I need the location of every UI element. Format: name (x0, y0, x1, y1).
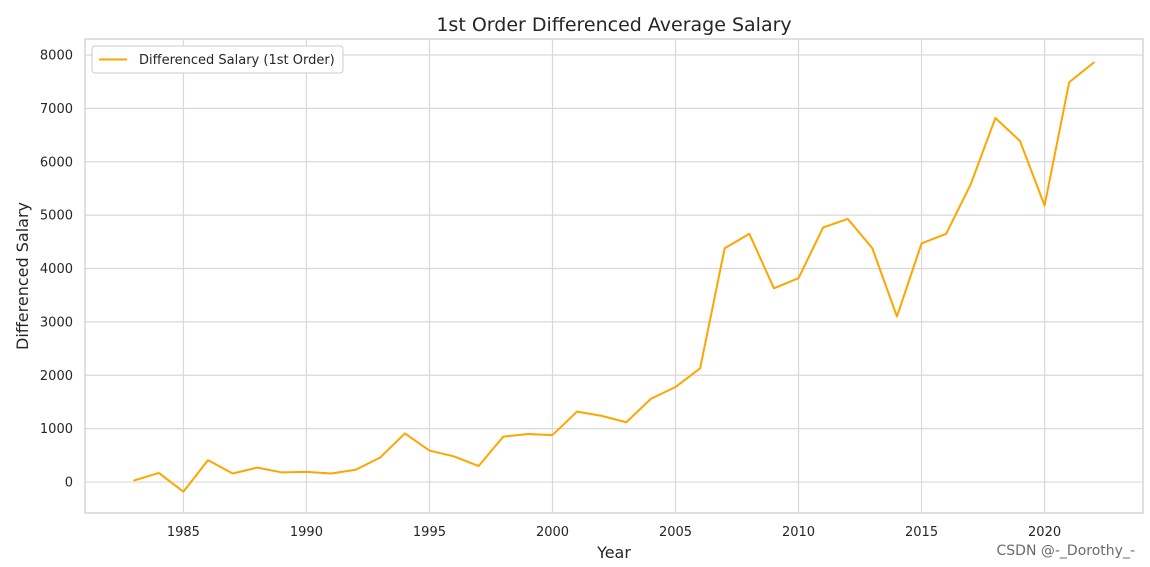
x-tick-label: 2020 (1028, 525, 1061, 540)
x-axis-ticks: 1985 1990 1995 2000 2005 2010 2015 2020 (167, 525, 1061, 540)
y-axis-ticks: 0 1000 2000 3000 4000 5000 6000 7000 8000 (40, 49, 73, 491)
y-tick-label: 4000 (40, 262, 73, 277)
legend: Differenced Salary (1st Order) (91, 45, 344, 74)
y-axis-label: Differenced Salary (13, 202, 32, 350)
legend-box (91, 45, 344, 74)
y-tick-label: 8000 (40, 49, 73, 64)
y-tick-label: 3000 (40, 315, 73, 330)
series-line (133, 61, 1095, 493)
y-tick-label: 5000 (40, 209, 73, 224)
legend-label: Differenced Salary (1st Order) (139, 53, 335, 68)
watermark: CSDN @-_Dorothy_- (996, 543, 1135, 559)
x-tick-label: 1985 (167, 525, 200, 540)
y-tick-label: 7000 (40, 102, 73, 117)
x-tick-label: 2000 (536, 525, 569, 540)
x-tick-label: 2010 (782, 525, 815, 540)
x-tick-label: 1995 (413, 525, 446, 540)
chart-title: 1st Order Differenced Average Salary (436, 14, 791, 36)
y-tick-label: 2000 (40, 369, 73, 384)
y-tick-label: 1000 (40, 422, 73, 437)
x-tick-label: 1990 (290, 525, 323, 540)
y-tick-label: 0 (65, 476, 73, 491)
y-tick-label: 6000 (40, 155, 73, 170)
x-axis-label: Year (596, 543, 631, 562)
x-tick-label: 2005 (659, 525, 692, 540)
series-layer (133, 61, 1095, 493)
x-tick-label: 2015 (905, 525, 938, 540)
plot-frame (84, 38, 1144, 514)
grid (85, 39, 1143, 513)
